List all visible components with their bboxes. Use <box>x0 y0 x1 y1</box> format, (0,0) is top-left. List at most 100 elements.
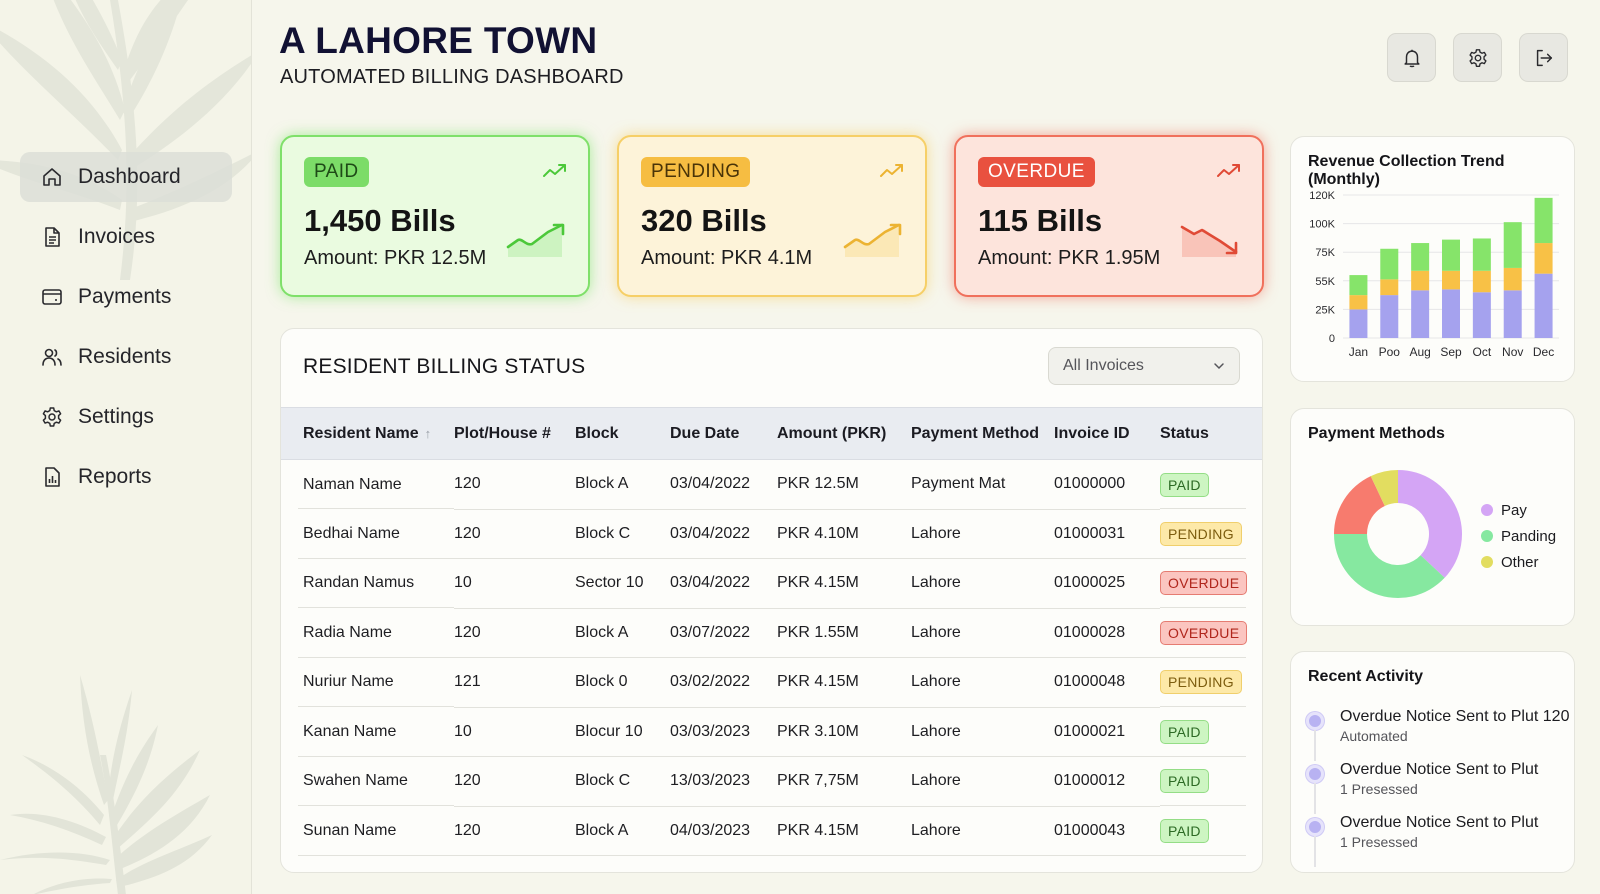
notifications-button[interactable] <box>1387 33 1436 82</box>
stat-card-paid[interactable]: PAID 1,450 Bills Amount: PKR 12.5M <box>280 135 590 297</box>
table-row[interactable]: Radia Name 120 Block A 03/07/2022 PKR 1.55M L… <box>281 608 1262 658</box>
cell-status: PAID <box>1160 460 1262 510</box>
cell-amount: PKR 12.5M <box>777 459 911 510</box>
table-row[interactable]: Naman Name 120 Block A 03/04/2022 PKR 12.5M P… <box>281 459 1262 510</box>
sidebar-item-payments[interactable]: Payments <box>20 272 232 322</box>
cell-block: Sector 10 <box>575 558 670 609</box>
svg-text:120K: 120K <box>1309 190 1335 202</box>
cell-status: PAID <box>1160 806 1262 856</box>
cell-status: OVERDUE <box>1160 559 1262 609</box>
column-header-plot[interactable]: Plot/House # <box>454 424 551 442</box>
timeline-dot-icon <box>1306 712 1324 730</box>
cell-status: OVERDUE <box>1160 608 1262 658</box>
bill-count: 320 Bills <box>641 203 767 238</box>
activity-item[interactable]: Overdue Notice Sent to Plut 1 Presessed <box>1306 761 1569 814</box>
cell-amount: PKR 4.10M <box>777 509 911 559</box>
cell-block: Block A <box>575 806 670 856</box>
table-row[interactable]: Swahen Name 120 Block C 13/03/2023 PKR 7,75M… <box>281 756 1262 807</box>
cell-plot-number: 10 <box>454 707 575 757</box>
cell-payment-method: Lahore <box>911 707 1054 757</box>
table-row[interactable]: Randan Namus 10 Sector 10 03/04/2022 PKR 4.1… <box>281 558 1262 609</box>
activity-subtitle: Automated <box>1340 728 1408 744</box>
sidebar-item-dashboard[interactable]: Dashboard <box>20 152 232 202</box>
cell-due-date: 03/02/2022 <box>670 657 777 708</box>
sidebar-item-invoices[interactable]: Invoices <box>20 212 232 262</box>
sidebar-item-residents[interactable]: Residents <box>20 332 232 382</box>
cell-payment-method: Lahore <box>911 657 1054 708</box>
svg-text:25K: 25K <box>1315 304 1335 316</box>
cell-status: PAID <box>1160 707 1262 757</box>
table-row[interactable]: Kanan Name 10 Blocur 10 03/03/2023 PKR 3.10M… <box>281 707 1262 757</box>
bell-icon <box>1403 49 1420 67</box>
timeline-connector <box>1314 836 1316 867</box>
recent-activity-widget: Recent Activity Overdue Notice Sent to P… <box>1290 651 1575 873</box>
table-row[interactable]: Sunan Name 120 Block A 04/03/2023 PKR 4.15M L… <box>281 806 1262 856</box>
sort-ascending-icon[interactable]: ↑ <box>424 425 432 441</box>
column-header-status[interactable]: Status <box>1160 424 1209 442</box>
settings-button[interactable] <box>1453 33 1502 82</box>
svg-text:0: 0 <box>1329 333 1335 345</box>
billing-table: Resident Name ↑ Plot/House # Block Due Da… <box>281 407 1262 856</box>
page-subtitle: AUTOMATED BILLING DASHBOARD <box>280 66 624 88</box>
billing-table-body: Naman Name 120 Block A 03/04/2022 PKR 12.5M P… <box>281 459 1262 856</box>
cell-plot-number: 120 <box>454 459 575 510</box>
timeline-connector <box>1314 783 1316 814</box>
cell-invoice-id: 01000021 <box>1054 707 1160 757</box>
column-header-block[interactable]: Block <box>575 424 619 442</box>
invoice-filter-dropdown[interactable]: All Invoices <box>1048 347 1240 385</box>
sidebar-item-reports[interactable]: Reports <box>20 452 232 502</box>
stat-card-pending[interactable]: PENDING 320 Bills Amount: PKR 4.1M <box>617 135 927 297</box>
table-row[interactable]: Nuriur Name 121 Block 0 03/02/2022 PKR 4.15M… <box>281 657 1262 708</box>
cell-resident-name: Swahen Name <box>281 757 454 807</box>
cell-invoice-id: 01000000 <box>1054 459 1160 510</box>
activity-item[interactable]: Overdue Notice Sent to Plut 1 Presessed <box>1306 814 1569 867</box>
activity-title: Overdue Notice Sent to Plut <box>1340 814 1539 831</box>
sidebar-item-settings[interactable]: Settings <box>20 392 232 442</box>
svg-text:Jan: Jan <box>1349 345 1368 359</box>
resident-billing-panel: RESIDENT BILLING STATUS All Invoices Res… <box>280 328 1263 873</box>
sidebar-item-label: Payments <box>78 285 172 308</box>
cell-status: PENDING <box>1160 658 1262 708</box>
gear-icon <box>1468 48 1487 67</box>
users-icon <box>40 345 64 369</box>
document-icon <box>40 225 64 249</box>
panel-title: RESIDENT BILLING STATUS <box>303 355 586 378</box>
cell-plot-number: 120 <box>454 806 575 856</box>
timeline-connector <box>1314 730 1316 761</box>
trend-up-icon <box>1217 164 1240 177</box>
column-header-resident-name[interactable]: Resident Name ↑ <box>303 424 432 442</box>
cell-invoice-id: 01000043 <box>1054 806 1160 856</box>
column-header-invoice-id[interactable]: Invoice ID <box>1054 424 1130 442</box>
cell-plot-number: 10 <box>454 558 575 609</box>
column-header-due-date[interactable]: Due Date <box>670 424 740 442</box>
status-badge: OVERDUE <box>978 157 1095 187</box>
bill-amount: Amount: PKR 1.95M <box>978 247 1161 269</box>
status-badge: PAID <box>1160 719 1209 744</box>
cell-block: Blocur 10 <box>575 707 670 757</box>
column-header-amount[interactable]: Amount (PKR) <box>777 424 887 442</box>
column-header-payment-method[interactable]: Payment Method <box>911 424 1040 442</box>
sidebar-item-label: Residents <box>78 345 172 368</box>
legend-item-panding: Panding <box>1481 523 1556 549</box>
cell-resident-name: Naman Name <box>281 460 454 510</box>
donut-legend: Pay Panding Other <box>1481 497 1556 575</box>
sparkline-up-icon <box>843 223 902 257</box>
cell-resident-name: Bedhai Name <box>281 509 454 559</box>
cell-payment-method: Payment Mat <box>911 459 1054 510</box>
cell-plot-number: 120 <box>454 756 575 807</box>
cell-amount: PKR 7,75M <box>777 756 911 807</box>
activity-timeline: Overdue Notice Sent to Plut 120 Automate… <box>1306 708 1569 867</box>
page-title: A LAHORE TOWN <box>279 20 598 61</box>
cell-block: Block C <box>575 509 670 559</box>
cell-payment-method: Lahore <box>911 756 1054 807</box>
logout-button[interactable] <box>1519 33 1568 82</box>
bill-amount: Amount: PKR 4.1M <box>641 247 813 269</box>
sidebar-nav: Dashboard Invoices Payments Residents Se… <box>20 152 232 512</box>
cell-amount: PKR 3.10M <box>777 707 911 757</box>
filter-selected-value: All Invoices <box>1063 357 1144 374</box>
activity-title: Overdue Notice Sent to Plut 120 <box>1340 708 1570 725</box>
table-row[interactable]: Bedhai Name 120 Block C 03/04/2022 PKR 4.10M… <box>281 509 1262 559</box>
stat-card-overdue[interactable]: OVERDUE 115 Bills Amount: PKR 1.95M <box>954 135 1264 297</box>
svg-text:Nov: Nov <box>1502 345 1523 359</box>
activity-item[interactable]: Overdue Notice Sent to Plut 120 Automate… <box>1306 708 1569 761</box>
